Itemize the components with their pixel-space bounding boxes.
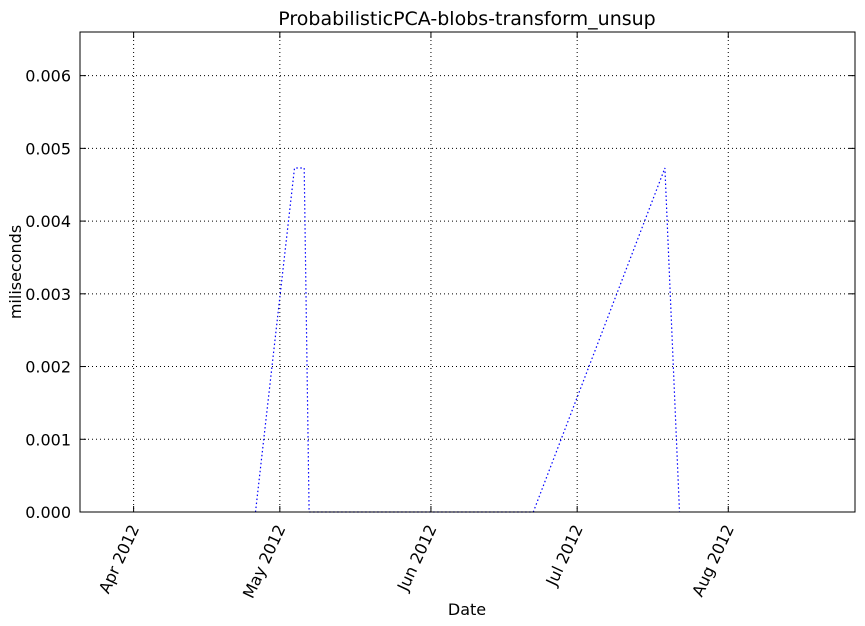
x-tick-label: Apr 2012 (95, 522, 143, 597)
x-tick-label: Aug 2012 (688, 522, 738, 600)
y-tick-label: 0.000 (25, 503, 71, 522)
x-axis-label: Date (448, 600, 486, 619)
x-tick-label: May 2012 (239, 522, 290, 602)
plot-frame (79, 31, 856, 513)
y-tick-label: 0.005 (25, 139, 71, 158)
series-layer (254, 167, 681, 513)
y-axis-label: miliseconds (6, 225, 25, 319)
grid (80, 32, 855, 513)
y-tick-label: 0.003 (25, 285, 71, 304)
x-tick-label: Jul 2012 (542, 522, 587, 590)
y-tick-label: 0.002 (25, 358, 71, 377)
x-tick-label: Jun 2012 (393, 522, 441, 595)
series-line (254, 167, 681, 513)
y-tick-label: 0.006 (25, 67, 71, 86)
chart-title: ProbabilisticPCA-blobs-transform_unsup (278, 8, 656, 30)
y-tick-label: 0.001 (25, 430, 71, 449)
ticks: 0.000 0.001 0.002 0.003 0.004 0.005 0.006 Apr 2… (25, 32, 855, 601)
y-tick-label: 0.004 (25, 212, 71, 231)
